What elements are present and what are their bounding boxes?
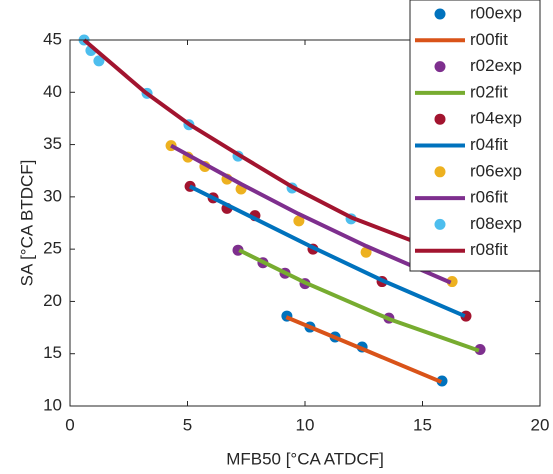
legend-marker xyxy=(434,113,446,125)
legend-label: r04exp xyxy=(470,109,522,128)
fit-line xyxy=(285,315,443,384)
x-tick-label: 0 xyxy=(65,415,74,434)
legend-label: r02exp xyxy=(470,56,522,75)
y-tick-label: 35 xyxy=(43,134,62,153)
legend-label: r02fit xyxy=(470,82,508,101)
fit-line xyxy=(82,38,419,245)
x-tick-label: 20 xyxy=(531,415,550,434)
legend-label: r06exp xyxy=(470,161,522,180)
y-tick-label: 40 xyxy=(43,82,62,101)
data-point xyxy=(360,246,372,258)
legend-marker xyxy=(434,61,446,73)
legend-label: r08fit xyxy=(470,240,508,259)
legend-marker xyxy=(434,8,446,20)
y-axis-label: SA [°CA BTDCF] xyxy=(17,160,36,287)
y-tick-label: 45 xyxy=(43,29,62,48)
legend-label: r00exp xyxy=(470,3,522,22)
fit-line xyxy=(188,184,466,318)
y-tick-label: 15 xyxy=(43,343,62,362)
y-tick-label: 10 xyxy=(43,395,62,414)
x-axis-label: MFB50 [°CA ATDCF] xyxy=(226,449,384,468)
y-tick-label: 20 xyxy=(43,291,62,310)
data-point xyxy=(293,215,305,227)
legend-label: r00fit xyxy=(470,30,508,49)
legend-box xyxy=(409,0,541,272)
legend-marker xyxy=(434,166,446,178)
x-tick-label: 15 xyxy=(413,415,432,434)
legend-label: r08exp xyxy=(470,214,522,233)
y-tick-label: 25 xyxy=(43,239,62,258)
x-tick-label: 5 xyxy=(183,415,192,434)
y-tick-label: 30 xyxy=(43,186,62,205)
fit-line xyxy=(170,143,452,285)
data-point xyxy=(93,55,105,67)
legend-label: r04fit xyxy=(470,135,508,154)
legend-label: r06fit xyxy=(470,188,508,207)
data-point xyxy=(436,375,448,387)
data-point xyxy=(474,344,486,356)
legend-marker xyxy=(434,218,446,230)
fit-line xyxy=(238,248,480,353)
data-point xyxy=(446,276,458,288)
x-tick-label: 10 xyxy=(296,415,315,434)
